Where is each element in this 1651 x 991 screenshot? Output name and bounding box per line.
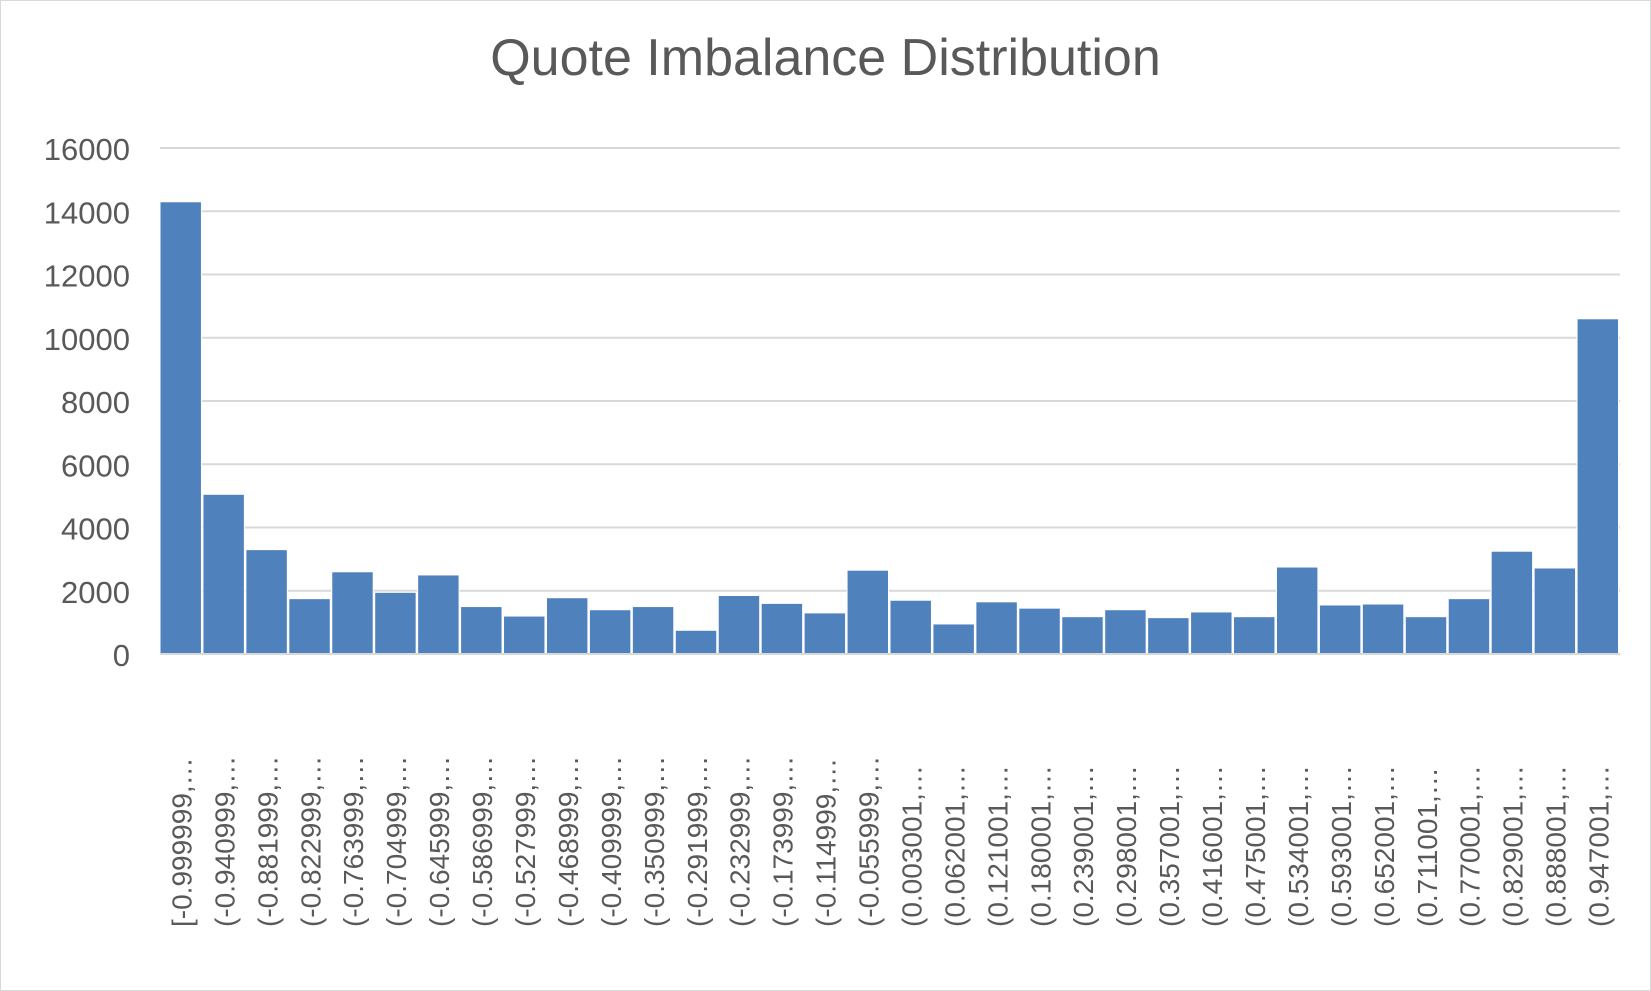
x-tick-label: (0.888001,… xyxy=(1541,765,1572,927)
histogram-bar xyxy=(760,602,804,655)
x-tick-label: (-0.173999,… xyxy=(768,756,799,927)
histogram-bar xyxy=(631,606,675,655)
x-tick-label: (-0.704999,… xyxy=(381,756,412,927)
x-tick-label: (0.239001,… xyxy=(1068,765,1099,927)
x-tick-label: (0.829001,… xyxy=(1498,765,1529,927)
histogram-bar xyxy=(460,606,503,655)
histogram-bar xyxy=(803,612,847,655)
y-tick-label: 2000 xyxy=(61,575,130,610)
x-tick-label: (-0.763999,… xyxy=(338,756,369,927)
histogram-bar xyxy=(846,569,890,655)
histogram-bar xyxy=(674,629,718,655)
histogram-bar xyxy=(889,599,932,655)
histogram-bar xyxy=(1361,603,1405,655)
histogram-bar xyxy=(975,601,1018,655)
histogram-bar xyxy=(1190,611,1233,655)
histogram-bar xyxy=(1104,609,1147,655)
x-tick-label: (0.475001,… xyxy=(1240,765,1271,927)
x-tick-label: (-0.822999,… xyxy=(295,756,326,927)
y-tick-label: 10000 xyxy=(44,322,130,357)
x-tick-label: (0.062001,… xyxy=(939,765,970,927)
histogram-bar xyxy=(245,549,288,655)
gridlines xyxy=(160,147,1620,592)
x-tick-label: (0.298001,… xyxy=(1111,765,1142,927)
y-tick-label: 14000 xyxy=(44,195,130,230)
histogram-bar xyxy=(417,574,460,655)
histogram-bar xyxy=(1233,616,1276,655)
y-axis-ticks: 0 2000 4000 6000 8000 10000 12000 14000 16000 xyxy=(44,132,130,673)
x-tick-label: (-0.055999,… xyxy=(854,756,885,927)
x-tick-label: (0.180001,… xyxy=(1025,765,1056,927)
x-tick-label: (-0.350999,… xyxy=(639,756,670,927)
y-tick-label: 8000 xyxy=(61,385,130,420)
x-tick-label: (0.711001,… xyxy=(1412,767,1443,927)
histogram-bar xyxy=(1318,604,1362,655)
histogram-bar xyxy=(932,623,975,655)
histogram-bar xyxy=(1404,616,1448,655)
y-tick-label: 0 xyxy=(113,638,130,673)
histogram-bar xyxy=(1490,550,1534,655)
x-tick-label: (-0.586999,… xyxy=(467,756,498,927)
x-tick-label: (-0.468999,… xyxy=(553,756,584,927)
x-tick-label: (-0.940999,… xyxy=(209,756,240,927)
x-tick-label: (-0.232999,… xyxy=(725,756,756,927)
x-tick-label: (-0.114999,… xyxy=(811,758,842,927)
y-tick-label: 6000 xyxy=(61,448,130,483)
x-tick-label: (-0.527999,… xyxy=(510,756,541,927)
x-tick-label: (0.416001,… xyxy=(1197,765,1228,927)
bars xyxy=(159,201,1620,655)
x-tick-label: (0.003001,… xyxy=(896,765,927,927)
histogram-bar xyxy=(1447,598,1491,655)
x-tick-label: [-0.999999,… xyxy=(166,757,197,927)
x-tick-label: (0.534001,… xyxy=(1283,765,1314,927)
histogram-bar xyxy=(288,598,331,655)
x-tick-label: (-0.409999,… xyxy=(596,756,627,927)
chart-title: Quote Imbalance Distribution xyxy=(490,29,1161,87)
histogram-bar xyxy=(1018,607,1061,655)
x-tick-label: (0.121001,… xyxy=(982,765,1013,927)
x-tick-label: (-0.291999,… xyxy=(682,756,713,927)
x-tick-label: (0.947001,… xyxy=(1584,765,1615,927)
x-tick-label: (-0.881999,… xyxy=(252,756,283,927)
x-tick-label: (-0.645999,… xyxy=(424,756,455,927)
x-tick-label: (0.770001,… xyxy=(1455,765,1486,927)
histogram-bar xyxy=(202,493,245,655)
x-axis-ticks: [-0.999999,… (-0.940999,… (-0.881999,… (-0.… xyxy=(166,756,1614,927)
x-tick-label: (0.652001,… xyxy=(1369,765,1400,927)
histogram-bar xyxy=(588,609,632,655)
x-tick-label: (0.593001,… xyxy=(1326,765,1357,927)
y-tick-label: 16000 xyxy=(44,132,130,167)
x-tick-label: (0.357001,… xyxy=(1154,765,1185,927)
histogram-bar xyxy=(545,597,589,655)
histogram-bar xyxy=(503,615,546,655)
histogram-bar xyxy=(1275,566,1319,655)
y-tick-label: 4000 xyxy=(61,512,130,547)
histogram-bar xyxy=(331,571,374,655)
histogram-bar xyxy=(1061,616,1104,655)
y-tick-label: 12000 xyxy=(44,259,130,294)
histogram-bar xyxy=(717,594,761,655)
histogram-bar xyxy=(1533,567,1577,655)
histogram-bar xyxy=(1147,617,1190,655)
histogram-bar xyxy=(1576,318,1620,655)
histogram-bar xyxy=(374,591,417,655)
histogram-bar xyxy=(159,201,202,655)
